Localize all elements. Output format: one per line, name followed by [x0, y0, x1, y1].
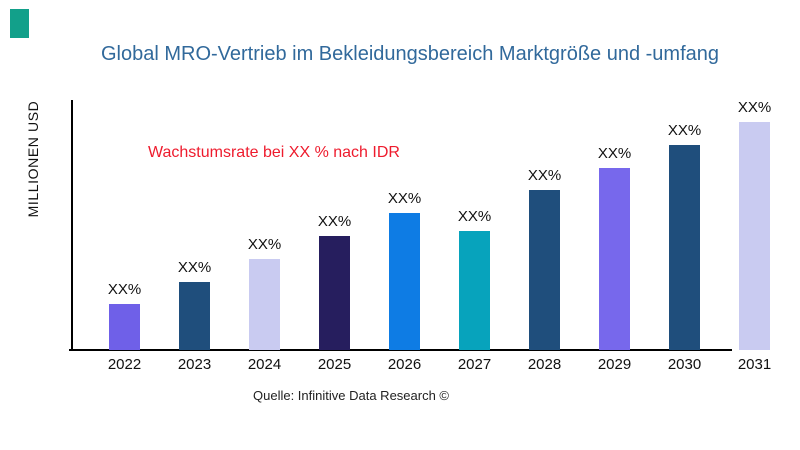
y-axis-label: MILLIONEN USD [25, 100, 41, 218]
x-tick-2027: 2027 [457, 356, 492, 373]
bar-2028 [529, 190, 560, 350]
logo-mark [10, 9, 29, 38]
x-tick-2030: 2030 [667, 356, 702, 373]
x-axis-line [69, 349, 732, 351]
bar-value-label-2027: XX% [457, 208, 492, 225]
bar-value-label-2022: XX% [107, 281, 142, 298]
bar-2026 [389, 213, 420, 350]
bar-2029 [599, 168, 630, 350]
x-tick-2029: 2029 [597, 356, 632, 373]
x-tick-2026: 2026 [387, 356, 422, 373]
bar-value-label-2031: XX% [737, 99, 772, 116]
bar-value-label-2024: XX% [247, 236, 282, 253]
bar-2025 [319, 236, 350, 350]
bar-value-label-2028: XX% [527, 167, 562, 184]
bar-2031 [739, 122, 770, 350]
bar-2022 [109, 304, 140, 350]
y-axis-line [71, 100, 73, 350]
bar-2023 [179, 282, 210, 350]
bar-value-label-2023: XX% [177, 259, 212, 276]
bar-value-label-2030: XX% [667, 122, 702, 139]
x-tick-2023: 2023 [177, 356, 212, 373]
bar-2030 [669, 145, 700, 350]
bar-2027 [459, 231, 490, 350]
bar-value-label-2026: XX% [387, 190, 422, 207]
x-tick-2022: 2022 [107, 356, 142, 373]
bar-2024 [249, 259, 280, 350]
x-tick-2028: 2028 [527, 356, 562, 373]
bar-value-label-2029: XX% [597, 145, 632, 162]
source-credit: Quelle: Infinitive Data Research © [253, 388, 450, 403]
x-tick-2025: 2025 [317, 356, 352, 373]
chart-title: Global MRO-Vertrieb im Bekleidungsbereic… [100, 43, 720, 65]
x-tick-2031: 2031 [737, 356, 772, 373]
bar-value-label-2025: XX% [317, 213, 352, 230]
growth-annotation: Wachstumsrate bei XX % nach IDR [148, 144, 400, 161]
x-tick-2024: 2024 [247, 356, 282, 373]
